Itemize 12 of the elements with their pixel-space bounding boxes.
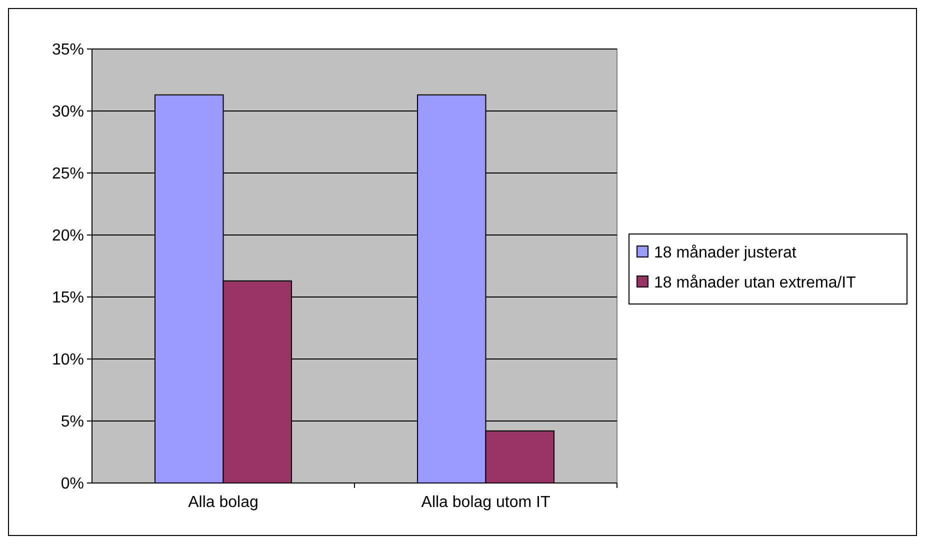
x-tick-label: Alla bolag — [188, 494, 258, 511]
legend-label: 18 månader utan extrema/IT — [654, 274, 856, 292]
legend-label: 18 månader justerat — [654, 244, 797, 262]
y-tick-label: 35% — [52, 42, 84, 59]
y-tick-label: 30% — [52, 104, 84, 121]
y-tick-label: 25% — [52, 166, 84, 183]
y-tick-label: 10% — [52, 352, 84, 369]
y-tick-label: 5% — [60, 414, 84, 431]
x-tick-label: Alla bolag utom IT — [421, 494, 550, 511]
y-tick-label: 0% — [60, 476, 84, 493]
y-tick-label: 15% — [52, 290, 84, 307]
y-tick-label: 20% — [52, 228, 84, 245]
